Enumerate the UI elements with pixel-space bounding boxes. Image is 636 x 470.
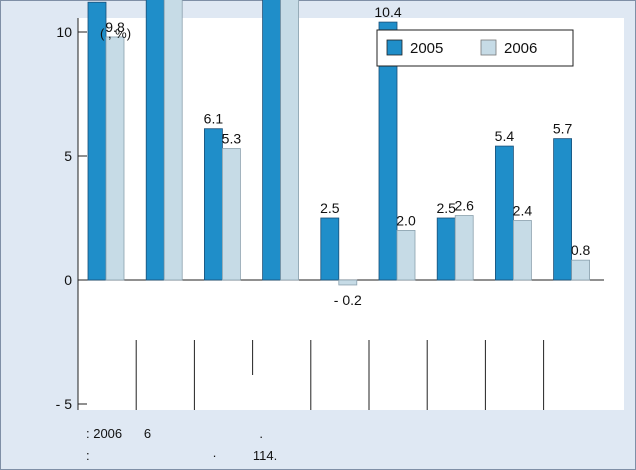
bar-2005-1 (145, 0, 165, 281)
bar-2006-5 (396, 229, 416, 281)
legend: 2005 2006 (376, 29, 574, 67)
data-labels: 11.213.16.118.92.510.42.55.45.79.812.65.… (84, 0, 591, 308)
legend-label-2006: 2006 (504, 40, 537, 57)
bar-2005-7 (494, 145, 514, 281)
bar-2005-5 (378, 21, 398, 281)
unit-label: ( , %) (100, 26, 131, 41)
bar-2006-4 (338, 279, 358, 286)
y-tick-label: 0 (64, 272, 72, 288)
data-label-2006-4: - 0.2 (334, 292, 362, 308)
bar-2005-8 (553, 138, 572, 281)
y-tick-label: 10 (56, 24, 72, 40)
bar-2005-3 (262, 0, 282, 281)
data-label-2006-6: 2.6 (454, 198, 474, 214)
source-note-line1: : 2006 6 . (86, 426, 263, 441)
legend-box (376, 29, 574, 67)
data-label-2005-5: 10.4 (374, 4, 401, 20)
data-label-2006-5: 2.0 (396, 212, 416, 228)
y-tick-label: 5 (64, 148, 72, 164)
bar-2006-0 (105, 36, 125, 281)
legend-swatch-2005 (386, 39, 403, 56)
bars (87, 0, 590, 286)
category-separators (135, 340, 545, 410)
bar-2005-6 (436, 217, 456, 281)
source-note-line2: : · 114. (86, 448, 277, 463)
bar-2005-2 (203, 128, 223, 281)
y-tick-label: - 5 (56, 396, 73, 412)
data-label-2005-7: 5.4 (495, 128, 515, 144)
data-label-2006-2: 5.3 (222, 131, 242, 147)
legend-label-2005: 2005 (410, 40, 443, 57)
bar-2006-2 (221, 148, 241, 281)
bar-2006-7 (513, 220, 532, 281)
data-label-2005-4: 2.5 (320, 200, 340, 216)
data-label-2006-7: 2.4 (513, 202, 533, 218)
bar-2006-6 (454, 215, 474, 281)
bar-2006-1 (163, 0, 183, 281)
bar-2006-3 (280, 0, 300, 281)
data-label-2006-0: 9.8 (105, 19, 125, 35)
data-label-2006-8: 0.8 (571, 242, 591, 258)
data-label-2005-8: 5.7 (553, 121, 573, 137)
legend-swatch-2006 (480, 39, 497, 56)
data-label-2005-2: 6.1 (204, 111, 224, 127)
bar-2005-0 (87, 1, 107, 281)
bar-2006-8 (571, 259, 590, 281)
bar-2005-4 (320, 217, 340, 281)
data-label-2005-6: 2.5 (436, 200, 456, 216)
